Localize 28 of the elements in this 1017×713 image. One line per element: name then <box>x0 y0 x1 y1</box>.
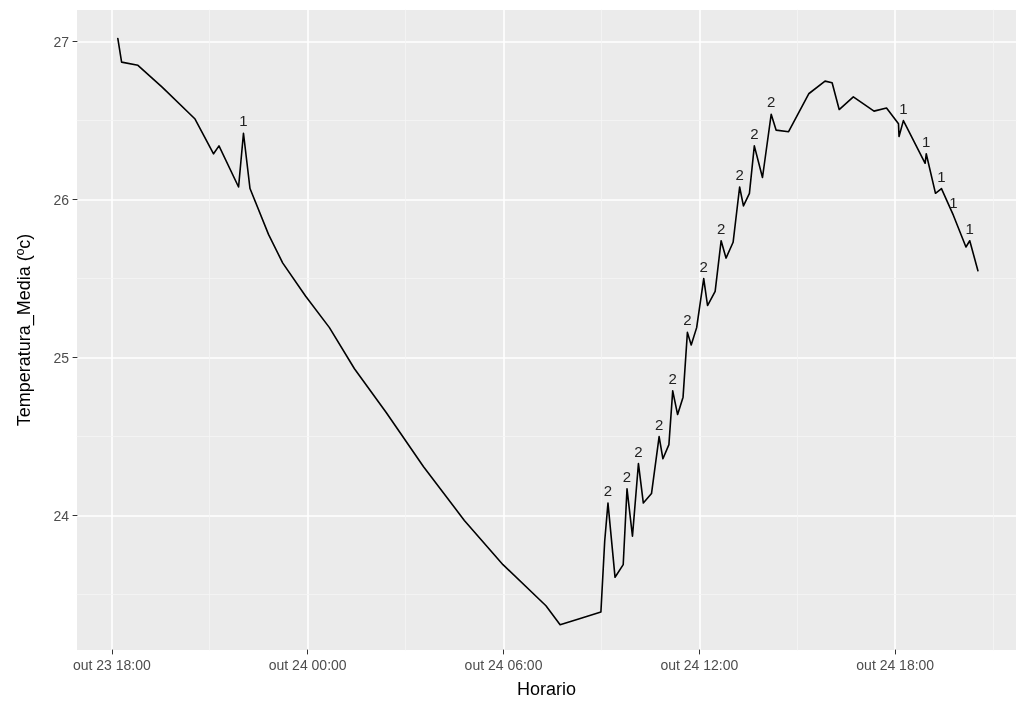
annotation: 2 <box>622 467 632 485</box>
x-tick-label: out 23 18:00 <box>72 657 151 673</box>
annotation: 2 <box>654 415 664 433</box>
y-tick-label: 26 <box>53 191 70 208</box>
y-tick-label: 27 <box>53 33 70 50</box>
annotation: 1 <box>239 112 248 130</box>
annotation: 2 <box>683 311 692 329</box>
annotation: 1 <box>965 219 974 237</box>
x-tick-label: out 24 12:00 <box>660 657 739 673</box>
y-tick-label: 24 <box>53 507 70 524</box>
annotation: 2 <box>716 219 726 237</box>
x-tick-label: out 24 18:00 <box>856 657 935 673</box>
annotation: 2 <box>699 257 708 275</box>
annotation: 2 <box>767 93 776 111</box>
annotation: 1 <box>949 194 958 212</box>
annotation: 2 <box>634 442 643 460</box>
annotation: 1 <box>922 132 931 150</box>
y-axis-title: Temperatura_Media (ºc) <box>14 233 35 427</box>
x-axis-title: Horario <box>516 679 577 699</box>
annotation: 2 <box>750 124 759 142</box>
annotation: 2 <box>603 482 613 500</box>
x-tick-label: out 24 00:00 <box>268 657 347 673</box>
annotation: 1 <box>899 99 908 117</box>
y-tick-label: 25 <box>53 349 70 366</box>
annotation: 2 <box>668 369 677 387</box>
x-tick-label: out 24 06:00 <box>464 657 543 673</box>
annotation: 1 <box>937 167 946 185</box>
annotation: 2 <box>735 165 744 183</box>
